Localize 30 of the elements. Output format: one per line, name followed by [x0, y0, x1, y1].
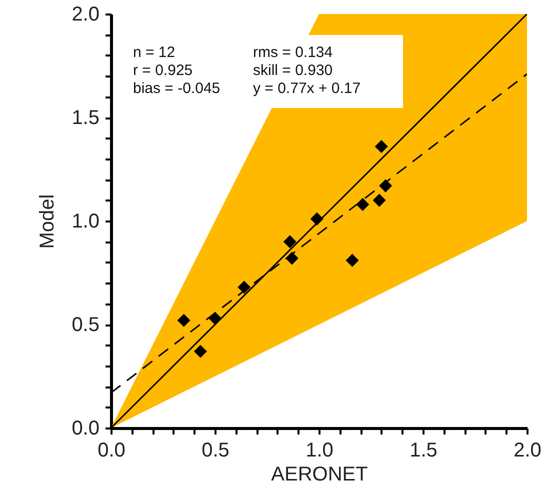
x-tick-label: 1.5	[410, 440, 438, 462]
point	[372, 194, 386, 207]
x-tick-label: 1.0	[306, 440, 334, 462]
x-axis-title: AERONET	[271, 464, 368, 486]
point	[374, 140, 388, 153]
point	[346, 254, 359, 267]
annotation: n = 12	[133, 44, 176, 61]
annotation: skill = 0.930	[253, 62, 333, 79]
annotation: y = 0.77x + 0.17	[253, 80, 361, 97]
point	[356, 198, 370, 211]
annotation: bias = -0.045	[133, 80, 220, 97]
point	[310, 212, 324, 226]
point	[194, 344, 207, 358]
y-tick-label: 0.5	[72, 314, 100, 336]
point	[238, 280, 251, 294]
point	[285, 252, 298, 265]
point	[177, 314, 190, 327]
y-axis-title: Model	[36, 194, 59, 249]
y-tick-label: 1.5	[72, 107, 100, 129]
y-tick-label: 0.0	[72, 418, 100, 440]
y-tick-label: 2.0	[72, 4, 100, 26]
annotation: rms = 0.134	[253, 44, 333, 61]
point	[283, 235, 296, 248]
annotation: r = 0.925	[133, 62, 193, 79]
x-tick-label: 2.0	[514, 440, 542, 462]
point	[379, 179, 392, 192]
y-tick-label: 1.0	[72, 210, 100, 232]
point	[208, 312, 222, 325]
x-tick-label: 0.5	[202, 440, 230, 462]
x-tick-label: 0.0	[98, 440, 126, 462]
